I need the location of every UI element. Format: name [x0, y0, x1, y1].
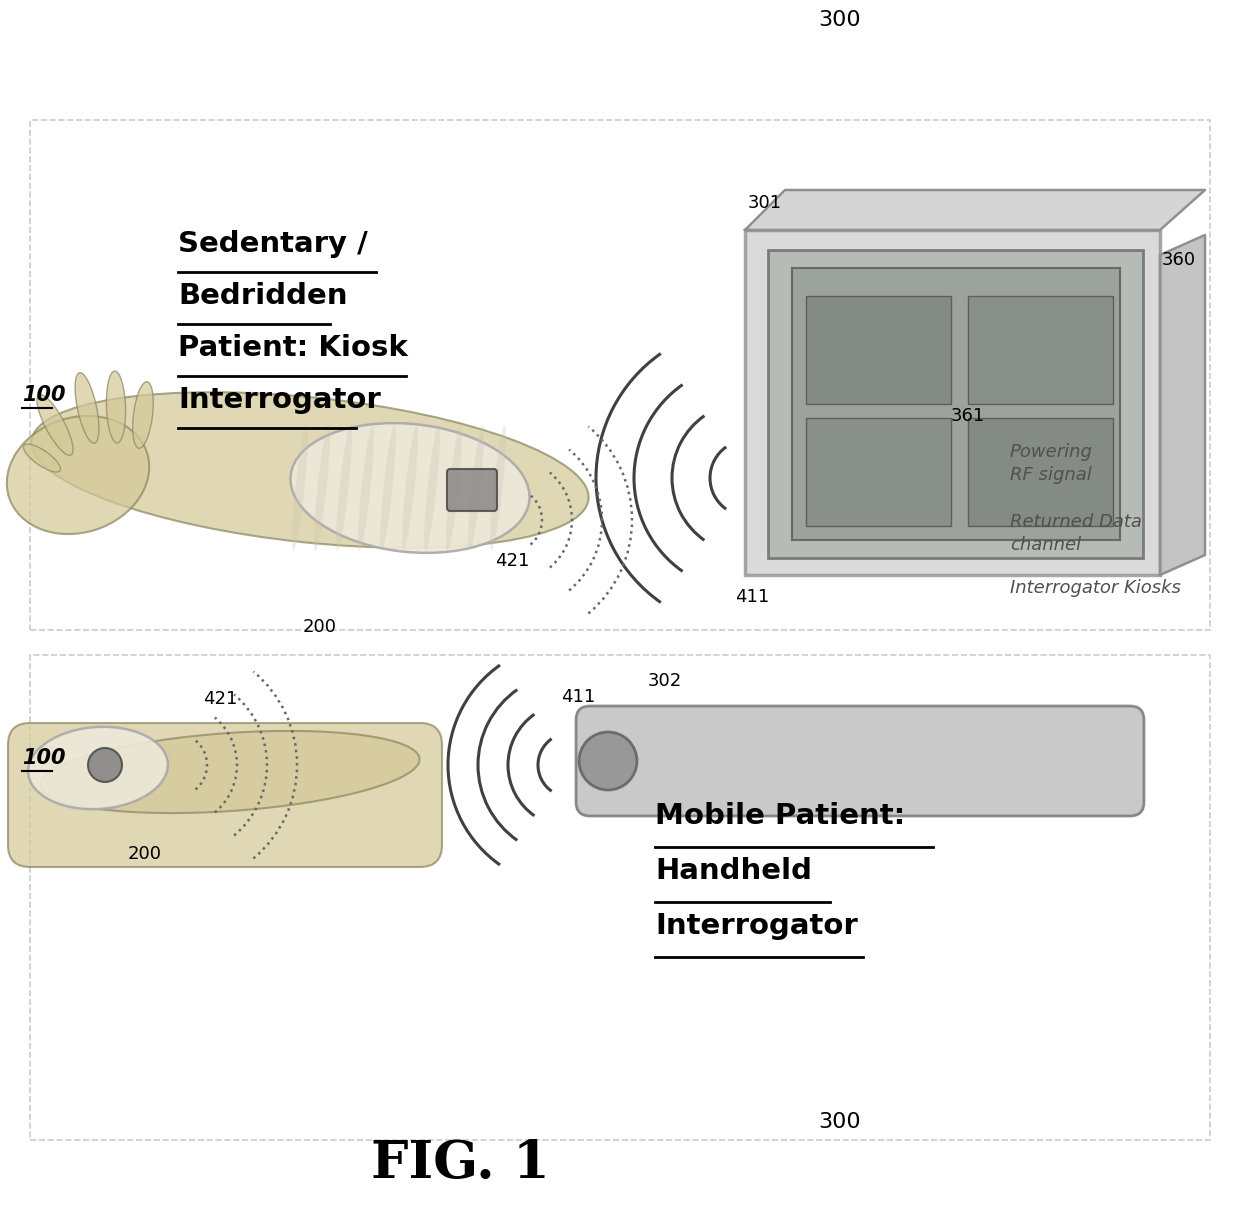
Ellipse shape [314, 426, 330, 550]
FancyBboxPatch shape [806, 296, 951, 404]
FancyBboxPatch shape [745, 231, 1159, 575]
Text: 361: 361 [951, 407, 985, 425]
Ellipse shape [467, 426, 484, 550]
Text: 360: 360 [1162, 251, 1197, 268]
Ellipse shape [579, 732, 637, 791]
Text: Returned Data: Returned Data [1011, 512, 1142, 531]
FancyBboxPatch shape [446, 468, 497, 511]
Ellipse shape [490, 426, 506, 550]
Text: 411: 411 [735, 588, 769, 606]
Text: 411: 411 [560, 688, 595, 706]
Text: 300: 300 [818, 1111, 862, 1132]
Text: Interrogator Kiosks: Interrogator Kiosks [1011, 580, 1180, 597]
Polygon shape [745, 190, 1205, 231]
Text: 100: 100 [22, 748, 66, 769]
Ellipse shape [290, 423, 529, 553]
Polygon shape [1159, 235, 1205, 575]
Ellipse shape [6, 416, 149, 534]
Text: Interrogator: Interrogator [179, 386, 381, 414]
Text: 302: 302 [649, 672, 682, 691]
Text: Bedridden: Bedridden [179, 282, 347, 310]
Ellipse shape [336, 426, 352, 550]
Text: Interrogator: Interrogator [655, 913, 858, 939]
Text: Mobile Patient:: Mobile Patient: [655, 802, 905, 830]
Ellipse shape [37, 394, 73, 455]
Ellipse shape [293, 426, 308, 550]
Text: Sedentary /: Sedentary / [179, 231, 368, 257]
Text: 301: 301 [748, 194, 782, 212]
Ellipse shape [76, 373, 99, 443]
Text: Handheld: Handheld [655, 856, 812, 884]
Ellipse shape [41, 731, 419, 813]
Ellipse shape [379, 426, 396, 550]
Text: FIG. 1: FIG. 1 [371, 1138, 549, 1190]
Text: 421: 421 [203, 691, 237, 708]
Text: channel: channel [1011, 536, 1081, 554]
Ellipse shape [402, 426, 418, 550]
Circle shape [88, 748, 122, 782]
Text: RF signal: RF signal [1011, 466, 1091, 484]
FancyBboxPatch shape [968, 418, 1114, 526]
FancyBboxPatch shape [968, 296, 1114, 404]
Text: Patient: Kiosk: Patient: Kiosk [179, 334, 408, 362]
Ellipse shape [24, 444, 61, 472]
Ellipse shape [446, 426, 463, 550]
Text: 300: 300 [818, 10, 862, 30]
Ellipse shape [358, 426, 374, 550]
Text: 200: 200 [303, 619, 337, 636]
Ellipse shape [29, 727, 167, 809]
FancyBboxPatch shape [7, 723, 441, 867]
FancyBboxPatch shape [792, 268, 1120, 540]
Text: Powering: Powering [1011, 443, 1092, 461]
FancyBboxPatch shape [768, 250, 1143, 558]
Ellipse shape [31, 392, 589, 548]
Text: 200: 200 [128, 845, 162, 863]
Text: 421: 421 [495, 551, 529, 570]
Ellipse shape [424, 426, 440, 550]
Text: 100: 100 [22, 386, 66, 405]
FancyBboxPatch shape [806, 418, 951, 526]
Ellipse shape [133, 382, 154, 448]
Ellipse shape [107, 371, 125, 443]
FancyBboxPatch shape [577, 706, 1145, 816]
